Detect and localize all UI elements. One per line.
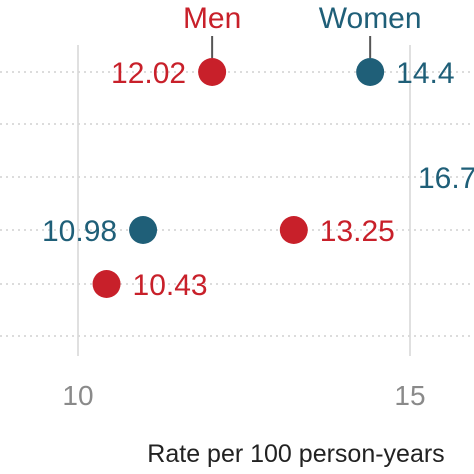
data-label-women: 10.98 (42, 215, 117, 248)
text-layer: 10 15 Rate per 100 person-years Men Women 12.… (42, 2, 474, 468)
data-label-women: 14.4 (396, 57, 454, 90)
data-label-men: 10.43 (133, 269, 208, 302)
data-label-men: 12.02 (111, 57, 186, 90)
data-point-men (92, 270, 121, 298)
data-point-women (356, 58, 385, 86)
legend-label-men: Men (183, 2, 241, 35)
x-tick-label: 15 (394, 380, 425, 411)
mark-layer (92, 36, 385, 298)
data-point-women (129, 216, 158, 244)
x-axis-title: Rate per 100 person-years (147, 440, 444, 468)
data-point-men (198, 58, 227, 86)
data-label-women: 16.7 (418, 162, 474, 195)
x-tick-label: 10 (62, 380, 93, 411)
grid-layer (0, 45, 474, 356)
data-point-men (279, 216, 308, 244)
data-label-men: 13.25 (320, 215, 395, 248)
legend-label-women: Women (319, 2, 422, 35)
